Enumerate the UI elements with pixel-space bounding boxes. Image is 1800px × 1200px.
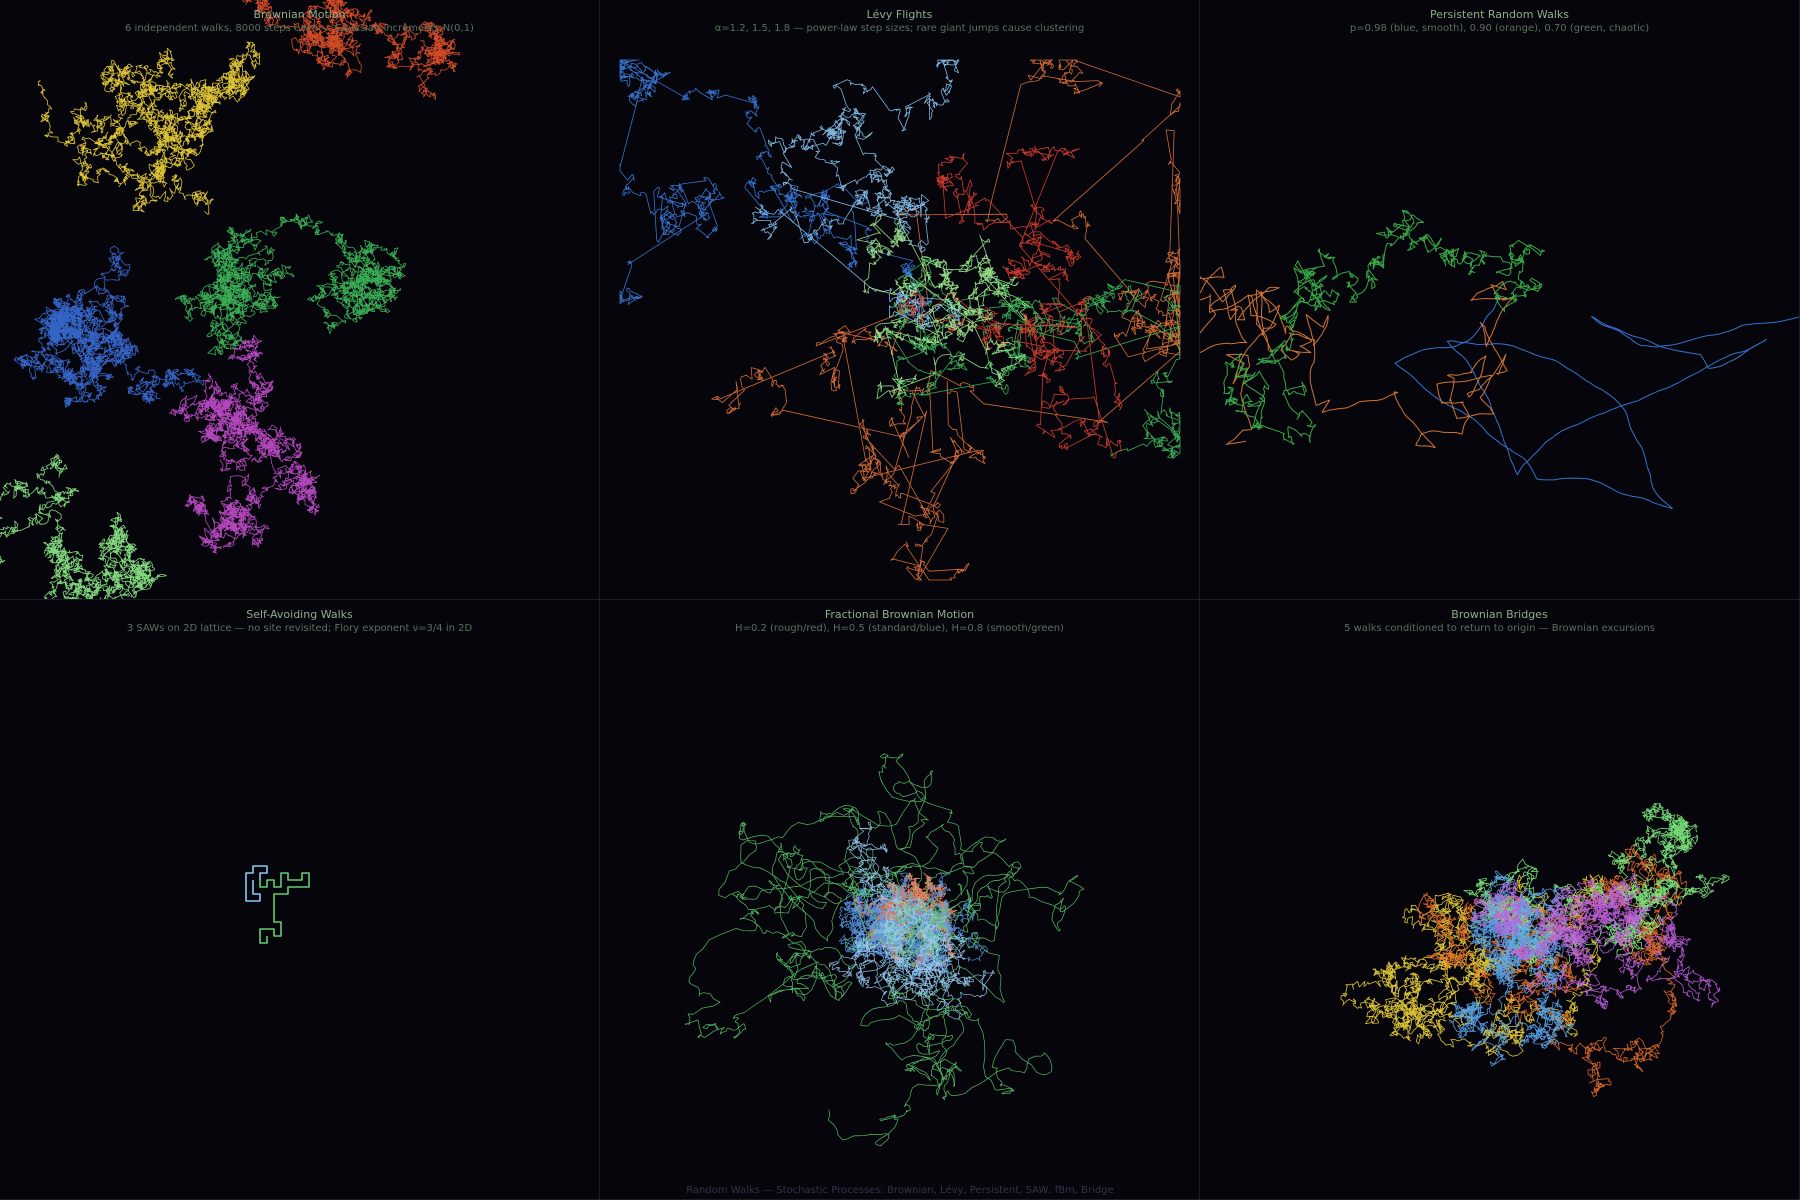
levy-flight-3 (619, 59, 933, 319)
fbm-path-4 (828, 821, 995, 1020)
panel-title: Fractional Brownian Motion (824, 608, 975, 621)
panel-levy: Lévy Flights α=1.2, 1.5, 1.8 — power-law … (600, 0, 1200, 600)
panel-title: Persistent Random Walks (1429, 8, 1570, 21)
panel-fbm: Fractional Brownian Motion H=0.2 (rough/r… (600, 600, 1200, 1200)
plot-saw (245, 865, 310, 944)
persistent-walk-2 (1200, 266, 1514, 449)
levy-flight-1 (711, 59, 1181, 581)
saw-walk-1 (259, 872, 310, 944)
panel-subtitle: H=0.2 (rough/red), H=0.5 (standard/blue)… (735, 623, 1064, 634)
brownian-walk-4 (13, 245, 205, 408)
plot-persistent (1200, 209, 1799, 509)
panel-subtitle: α=1.2, 1.5, 1.8 — power-law step sizes; … (714, 23, 1085, 34)
panel-title: Self-Avoiding Walks (246, 608, 353, 621)
plot-bridge (1340, 803, 1730, 1097)
panel-subtitle: p=0.98 (blue, smooth), 0.90 (orange), 0.… (1349, 23, 1650, 34)
panel-title: Brownian Motion (253, 8, 346, 21)
plot-brownian (0, 0, 460, 599)
brownian-walk-5 (168, 334, 321, 554)
levy-flight-6 (856, 214, 1031, 400)
fbm-path-3 (684, 753, 1085, 1146)
panel-persistent: Persistent Random Walks p=0.98 (blue, smo… (1200, 0, 1800, 600)
saw-walk-2 (245, 865, 268, 902)
panel-subtitle: 6 independent walks, 8000 steps each — G… (125, 23, 474, 34)
panel-saw: Self-Avoiding Walks 3 SAWs on 2D lattice … (0, 600, 600, 1200)
panel-subtitle: 5 walks conditioned to return to origin … (1344, 623, 1655, 634)
brownian-walk-1 (37, 41, 261, 215)
plot-fbm (684, 753, 1085, 1146)
panel-title: Brownian Bridges (1451, 608, 1548, 621)
brownian-walk-6 (0, 453, 167, 599)
footer-caption: Random Walks — Stochastic Processes: Bro… (686, 1185, 1114, 1196)
levy-flight-4 (751, 59, 964, 332)
panel-subtitle: 3 SAWs on 2D lattice — no site revisited… (126, 623, 473, 634)
persistent-walk-3 (1223, 209, 1546, 445)
brownian-bridge-4 (1449, 870, 1574, 1067)
panel-title: Lévy Flights (866, 8, 933, 21)
plot-levy (619, 59, 1181, 581)
brownian-walk-2 (241, 0, 460, 100)
brownian-walk-3 (175, 213, 407, 356)
panel-brownian: Brownian Motion 6 independent walks, 8000… (0, 0, 600, 600)
panel-bridge: Brownian Bridges 5 walks conditioned to r… (1200, 600, 1800, 1200)
levy-flight-5 (896, 145, 1123, 459)
persistent-walk-1 (1394, 296, 1799, 509)
brownian-bridge-5 (1472, 873, 1721, 1010)
